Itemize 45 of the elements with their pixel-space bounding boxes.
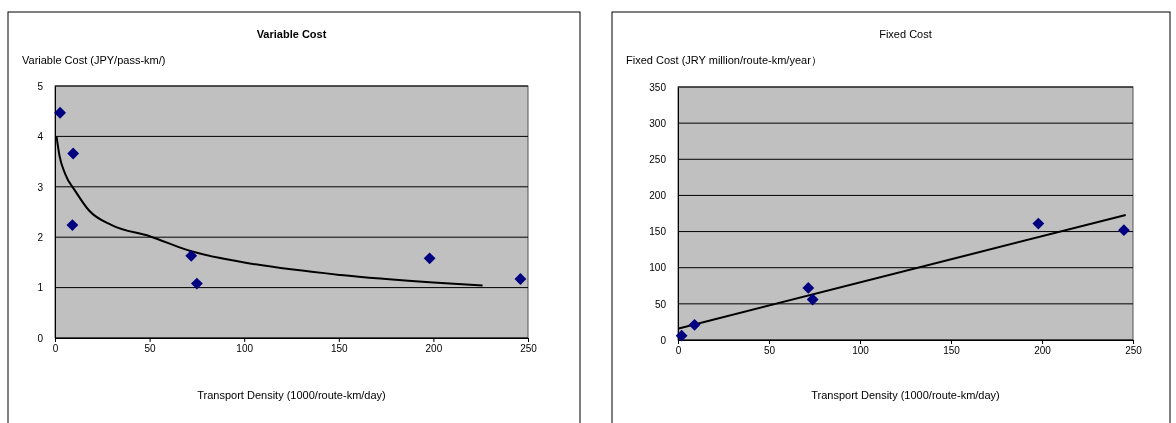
- point: [806, 293, 819, 306]
- y-axis-title: Fixed Cost (JRY million/route-km/year）: [626, 54, 822, 66]
- x-tick-label: 150: [943, 345, 961, 357]
- y-tick-label: 350: [649, 81, 667, 93]
- y-tick-label: 2: [37, 231, 44, 243]
- point: [675, 329, 688, 342]
- x-tick-label: 250: [1125, 345, 1143, 357]
- x-tick-label: 100: [236, 343, 254, 355]
- point: [802, 282, 815, 294]
- x-tick-label: 150: [330, 343, 349, 355]
- x-tick-label: 200: [1034, 345, 1052, 357]
- y-tick-label: 200: [649, 190, 667, 202]
- x-tick-label: 50: [144, 343, 157, 355]
- y-tick-label: 100: [649, 262, 667, 274]
- y-axis-title: Variable Cost (JPY/pass-km/): [22, 54, 166, 66]
- y-tick-label: 5: [37, 80, 44, 92]
- y-tick-label: 4: [37, 131, 44, 143]
- y-tick-label: 150: [649, 226, 667, 238]
- x-tick-label: 200: [425, 343, 443, 355]
- y-tick-label: 0: [660, 334, 667, 346]
- x-tick-label: 250: [520, 343, 538, 355]
- y-tick-label: 3: [37, 181, 44, 193]
- point: [66, 219, 79, 232]
- x-tick-label: 100: [852, 345, 870, 357]
- point: [1117, 224, 1130, 237]
- x-axis-title: Transport Density (1000/route-km/day): [811, 389, 1000, 401]
- point: [423, 252, 436, 265]
- x-tick-label: 0: [52, 343, 59, 355]
- chart-title: Variable Cost: [256, 28, 327, 40]
- x-tick-label: 0: [675, 345, 682, 357]
- point: [190, 277, 203, 290]
- point: [514, 273, 527, 285]
- point: [54, 106, 67, 119]
- y-tick-label: 1: [37, 282, 44, 294]
- y-tick-label: 250: [649, 153, 667, 165]
- x-tick-label: 50: [763, 345, 776, 357]
- point: [67, 147, 80, 160]
- y-tick-label: 300: [649, 117, 667, 129]
- y-tick-label: 0: [37, 332, 44, 344]
- x-axis-title: Transport Density (1000/route-km/day): [197, 389, 386, 401]
- point: [1032, 217, 1045, 230]
- y-tick-label: 50: [654, 298, 667, 310]
- chart-title: Fixed Cost: [879, 28, 932, 40]
- point: [688, 318, 701, 331]
- point: [185, 249, 198, 262]
